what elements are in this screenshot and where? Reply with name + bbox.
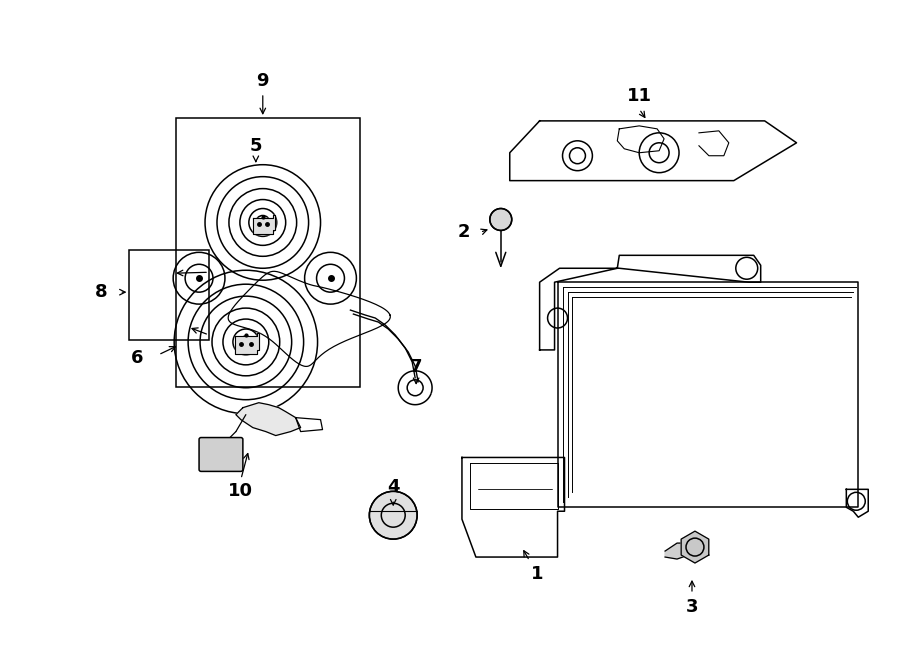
Text: 7: 7: [410, 358, 422, 376]
Polygon shape: [665, 543, 700, 559]
Polygon shape: [681, 531, 709, 563]
Polygon shape: [509, 121, 796, 180]
Polygon shape: [462, 457, 564, 557]
Text: 5: 5: [249, 137, 262, 155]
Polygon shape: [540, 255, 760, 350]
Polygon shape: [235, 333, 259, 354]
FancyBboxPatch shape: [199, 438, 243, 471]
Text: 8: 8: [95, 283, 108, 301]
Text: 6: 6: [131, 349, 144, 367]
Polygon shape: [236, 403, 301, 436]
Polygon shape: [846, 489, 868, 517]
Text: 10: 10: [229, 483, 254, 500]
Polygon shape: [229, 271, 391, 366]
Text: 3: 3: [686, 598, 698, 616]
Bar: [176, 118, 360, 387]
Text: 9: 9: [256, 72, 269, 90]
Bar: [130, 251, 209, 340]
Circle shape: [490, 208, 512, 231]
Polygon shape: [557, 282, 859, 507]
Text: 1: 1: [531, 565, 544, 583]
Text: 11: 11: [626, 87, 652, 105]
Text: 2: 2: [458, 223, 470, 241]
Text: 4: 4: [387, 479, 400, 496]
Circle shape: [369, 491, 417, 539]
Polygon shape: [253, 215, 274, 235]
